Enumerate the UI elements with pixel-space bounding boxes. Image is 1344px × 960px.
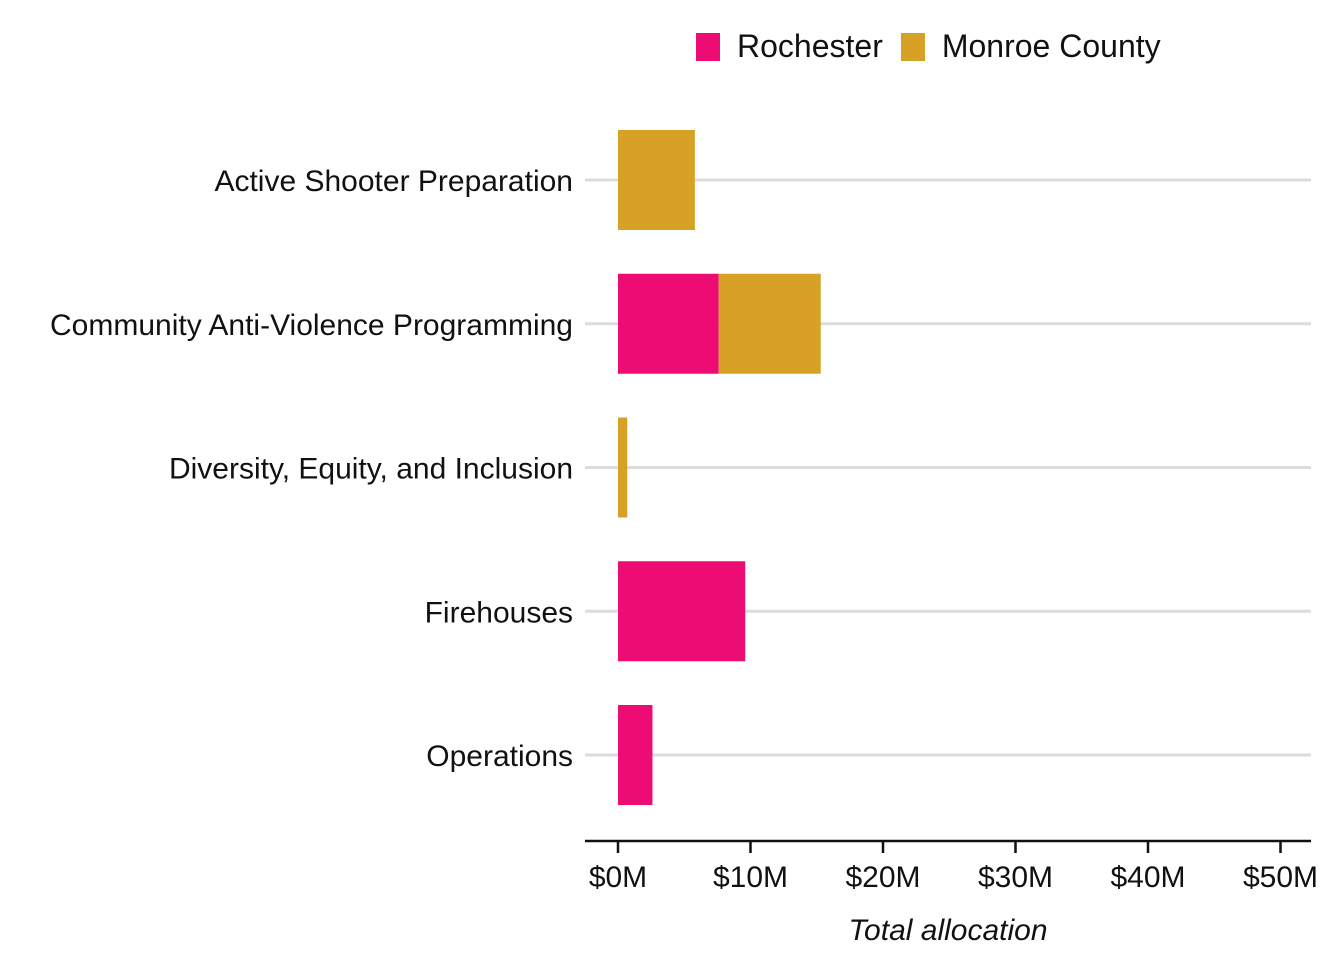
bar-rochester-community-anti-violence-programming	[618, 274, 719, 374]
x-tick-label-30: $30M	[978, 861, 1053, 894]
category-label-firehouses: Firehouses	[425, 596, 573, 629]
bar-monroe-county-community-anti-violence-programming	[719, 274, 821, 374]
category-label-community-anti-violence-programming: Community Anti-Violence Programming	[50, 309, 573, 342]
category-label-active-shooter-preparation: Active Shooter Preparation	[214, 165, 573, 198]
bar-rochester-firehouses	[618, 561, 745, 661]
bar-rochester-operations	[618, 705, 652, 805]
x-tick-label-40: $40M	[1110, 861, 1185, 894]
category-labels: Active Shooter Preparation Community Anti…	[50, 165, 573, 773]
category-label-diversity-equity-and-inclusion: Diversity, Equity, and Inclusion	[169, 453, 573, 486]
x-tick-label-50: $50M	[1243, 861, 1318, 894]
gridlines	[585, 180, 1311, 755]
x-tick-label-10: $10M	[713, 861, 788, 894]
x-tick-label-20: $20M	[845, 861, 920, 894]
x-tick-label-0: $0M	[589, 861, 647, 894]
bar-monroe-county-diversity-equity-and-inclusion	[618, 418, 627, 518]
category-label-operations: Operations	[426, 740, 573, 773]
x-axis-title: Total allocation	[848, 914, 1047, 947]
x-axis: $0M $10M $20M $30M $40M $50M	[585, 841, 1318, 894]
bar-monroe-county-active-shooter-preparation	[618, 130, 695, 230]
